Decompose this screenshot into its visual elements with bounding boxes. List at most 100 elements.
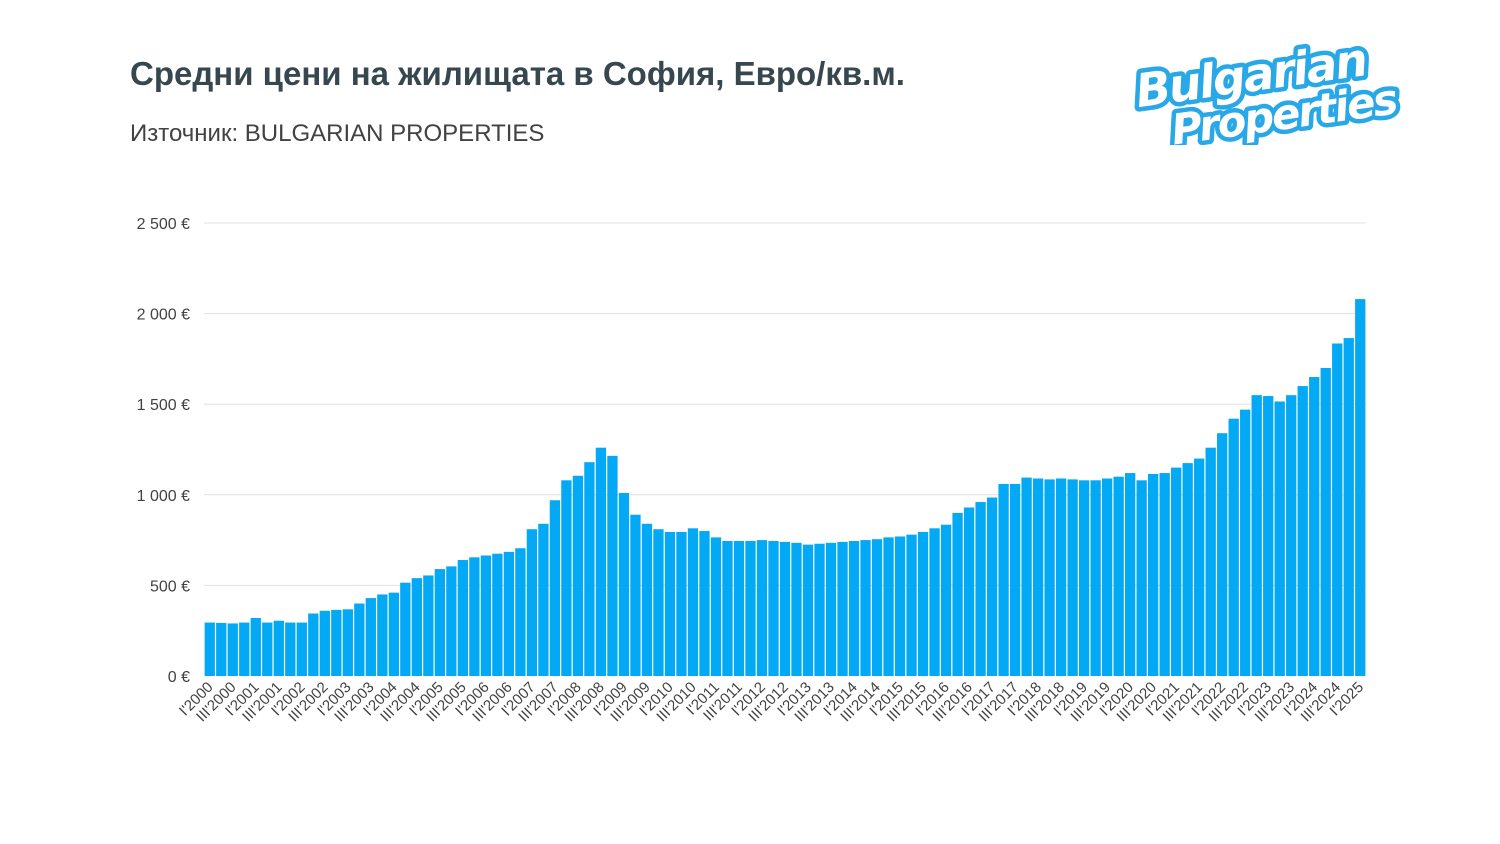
bar [940, 524, 952, 676]
bar [710, 537, 722, 676]
bar [354, 603, 365, 676]
bulgarian-properties-logo: Bulgarian Properties [1128, 30, 1405, 145]
bar [526, 529, 538, 676]
bar [1055, 478, 1067, 676]
bar [1228, 418, 1239, 676]
bar [434, 569, 446, 676]
bar [1343, 338, 1354, 676]
bar [756, 540, 768, 676]
bar [676, 531, 687, 676]
bar [239, 622, 250, 676]
bar [595, 447, 607, 676]
bar [572, 475, 584, 676]
bar [549, 500, 561, 676]
bar [779, 541, 791, 676]
bar [1205, 447, 1216, 676]
bar [319, 610, 330, 676]
bar [1320, 367, 1331, 676]
bar [1355, 299, 1366, 676]
bar [1297, 386, 1308, 676]
bar [814, 543, 825, 676]
bar [653, 529, 664, 676]
bar [1044, 479, 1055, 676]
bar [825, 542, 837, 676]
y-tick-label: 2 500 € [137, 216, 190, 233]
bar [262, 622, 273, 676]
bar [388, 592, 399, 676]
bar [630, 514, 641, 676]
y-tick-label: 1 000 € [137, 488, 190, 505]
bar [641, 523, 653, 676]
bar [607, 455, 618, 676]
bar [894, 536, 906, 676]
bar [745, 541, 756, 676]
bar [998, 483, 1009, 676]
bar [365, 598, 376, 676]
bar [1032, 478, 1044, 676]
bar [871, 539, 883, 676]
bar [446, 566, 457, 676]
bar [791, 542, 802, 676]
bar [492, 553, 503, 676]
bar [1113, 476, 1124, 676]
bar [1021, 477, 1032, 676]
bar [975, 502, 986, 676]
y-tick-label: 1 500 € [137, 397, 190, 414]
bar [1171, 467, 1182, 676]
bar [331, 609, 342, 676]
y-tick-label: 500 € [150, 578, 190, 595]
bar [1286, 395, 1297, 676]
bar [664, 531, 676, 676]
bar [837, 541, 848, 676]
chart-title: Средни цени на жилищата в София, Евро/кв… [130, 55, 905, 92]
bar [1124, 473, 1136, 676]
bar [1148, 473, 1159, 676]
bar [561, 480, 572, 676]
bar [308, 613, 319, 676]
bar [848, 541, 860, 676]
bar [952, 512, 963, 676]
bar [457, 560, 469, 676]
bar [469, 557, 480, 676]
bar [802, 544, 814, 676]
bar [883, 537, 894, 676]
bar [986, 497, 998, 676]
bar [584, 462, 595, 676]
bar [1009, 483, 1021, 676]
bar [699, 531, 710, 676]
bar [860, 540, 871, 676]
bar [1101, 478, 1113, 676]
bar [296, 622, 307, 676]
bar [1240, 409, 1251, 676]
bar [768, 541, 779, 676]
bar [1274, 401, 1285, 676]
y-tick-label: 0 € [168, 669, 190, 686]
bar [227, 623, 238, 676]
bar [722, 541, 733, 676]
bar [423, 575, 434, 676]
bar [216, 622, 227, 676]
bar [377, 594, 388, 676]
bar [1067, 479, 1078, 676]
bar [1159, 473, 1170, 676]
bar [687, 528, 699, 676]
bar [400, 582, 411, 676]
bar [515, 548, 526, 676]
bar [1090, 480, 1101, 676]
bar [273, 620, 284, 676]
bar [480, 555, 492, 676]
bar [503, 551, 515, 676]
bar [917, 531, 929, 676]
bar [285, 622, 296, 676]
bar [1194, 458, 1205, 676]
bar [906, 534, 917, 676]
bar [1078, 480, 1090, 676]
bar [929, 528, 940, 676]
bar [1332, 343, 1343, 676]
bar [1251, 395, 1262, 676]
bar [411, 578, 422, 676]
bar [1309, 377, 1320, 676]
bar [1182, 463, 1193, 676]
bar [250, 618, 261, 676]
